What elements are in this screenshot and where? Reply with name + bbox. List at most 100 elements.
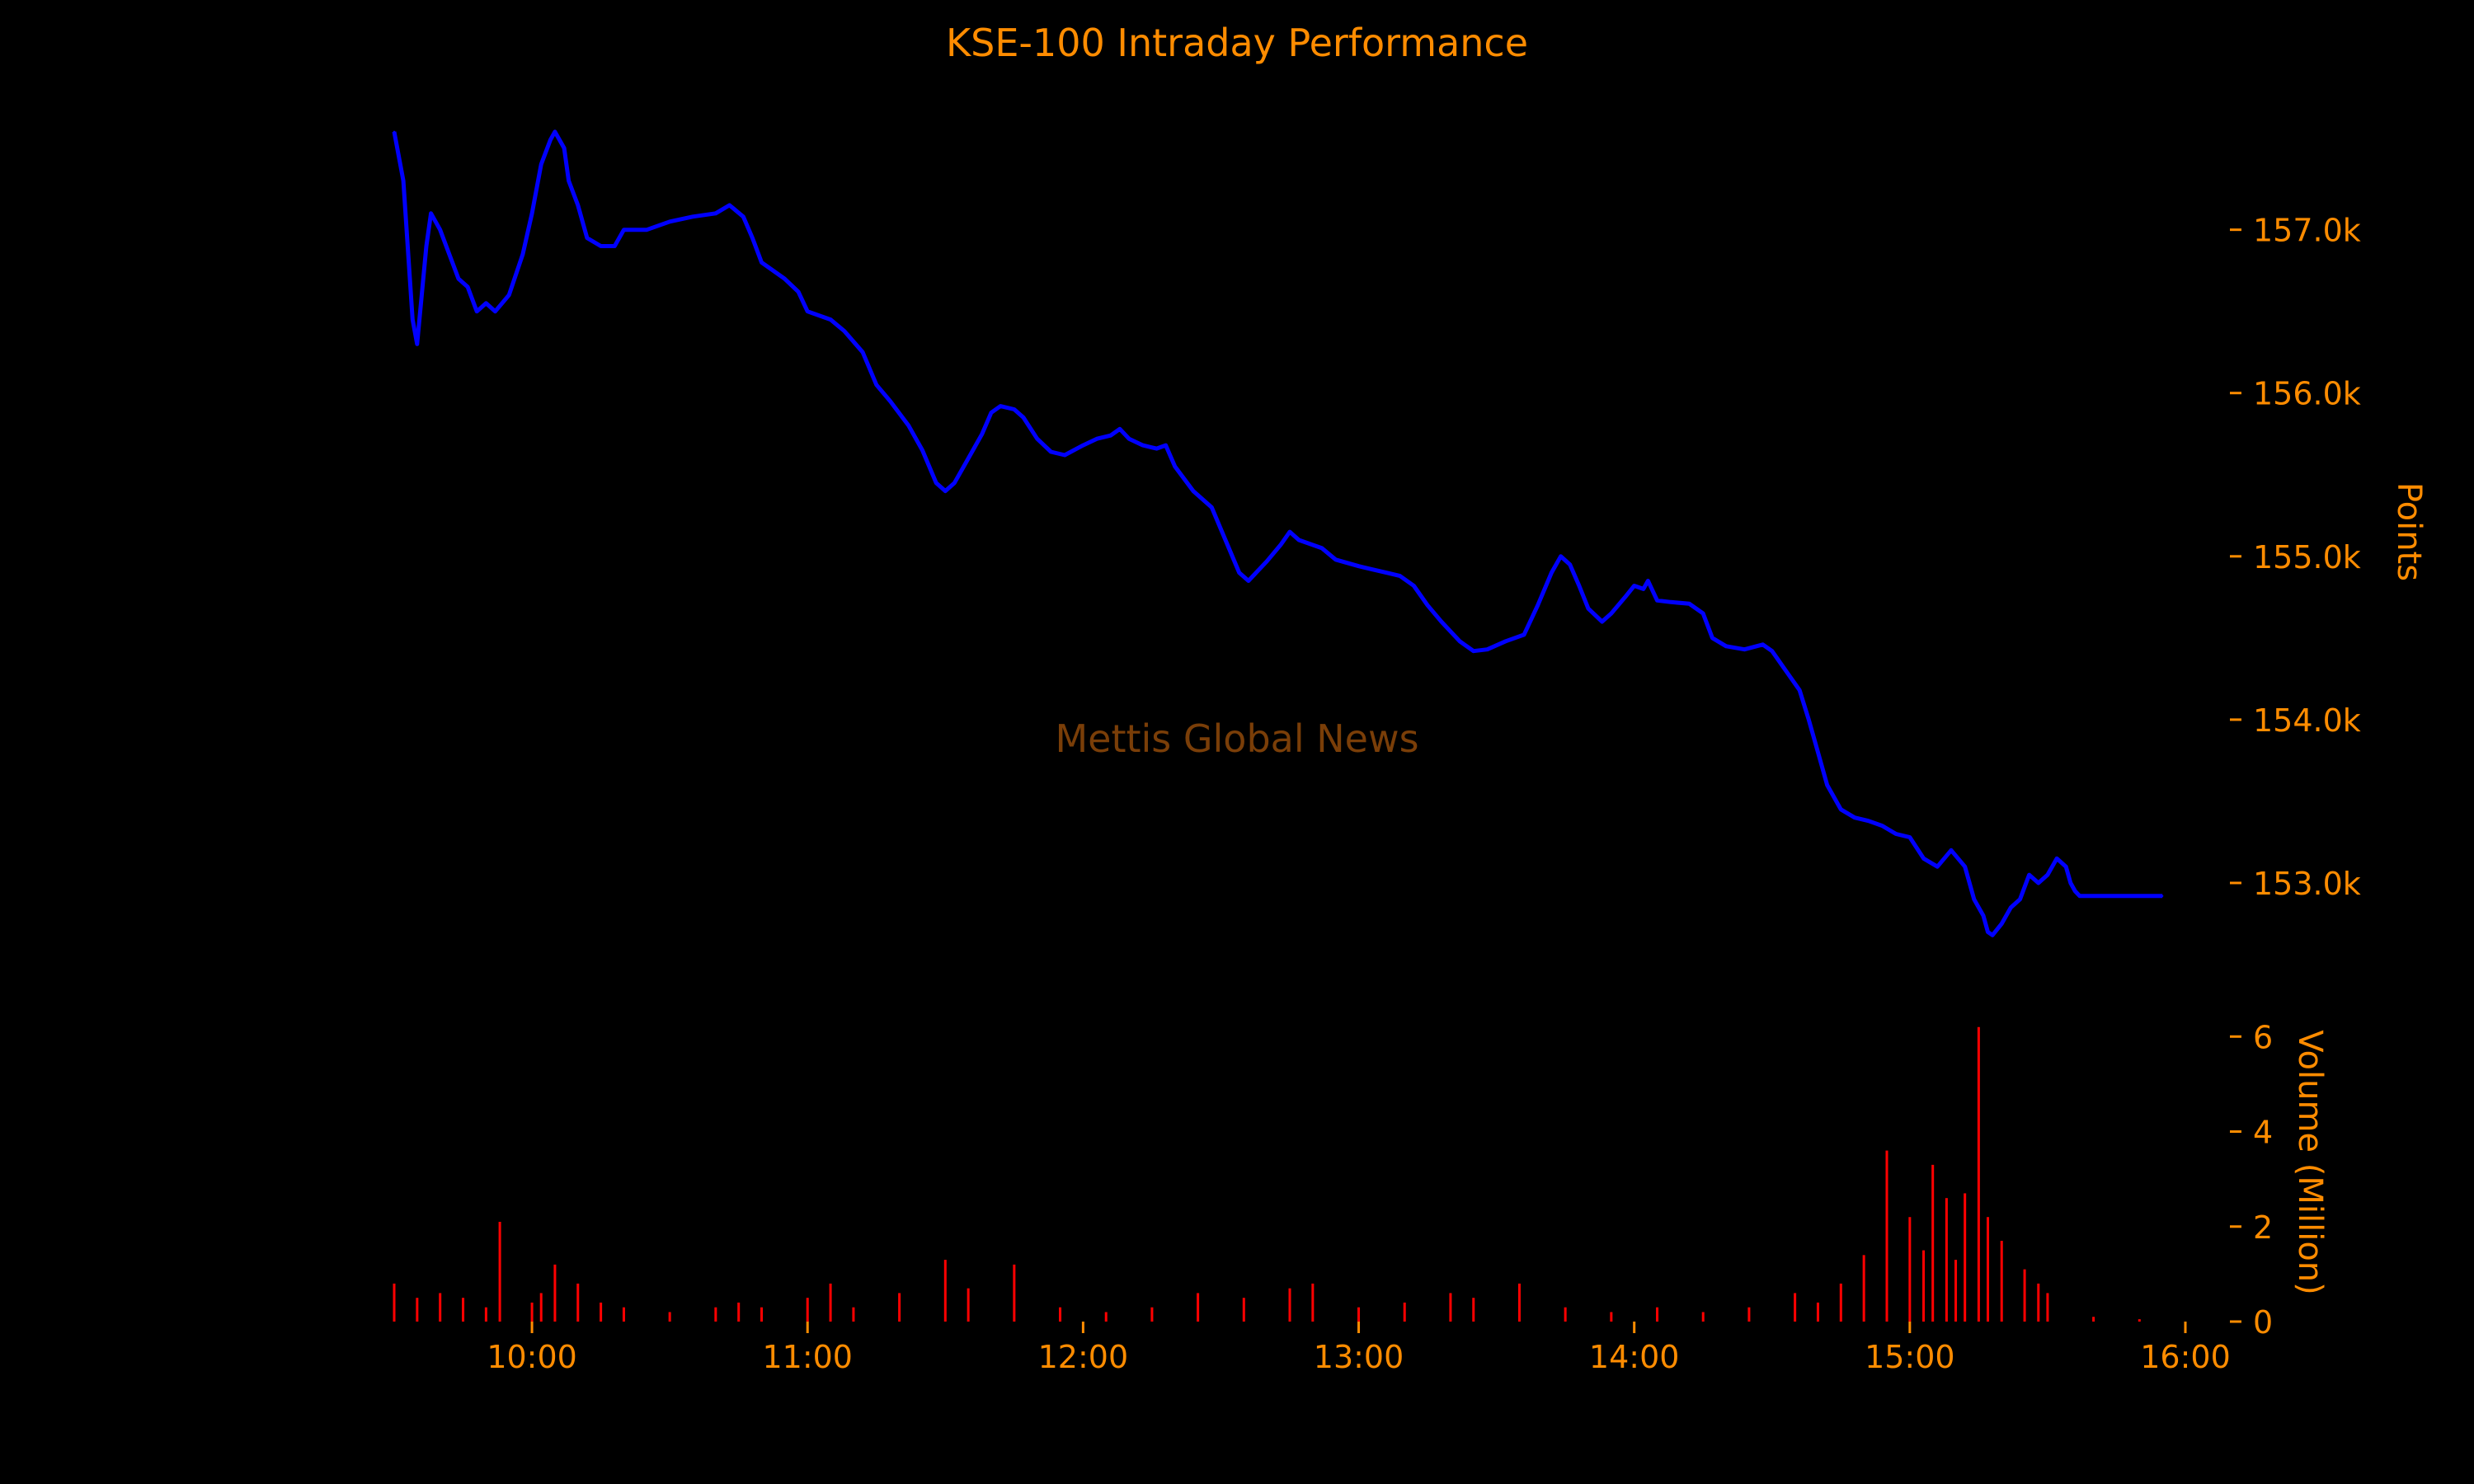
volume-bar <box>1357 1307 1361 1322</box>
price-point <box>425 245 428 247</box>
price-point <box>751 237 754 239</box>
price-point <box>2074 890 2077 893</box>
price-point <box>1095 437 1098 440</box>
price-tick-label: 156.0k <box>2253 376 2361 412</box>
price-point <box>586 237 589 239</box>
price-point <box>875 383 877 387</box>
price-point <box>1894 833 1898 835</box>
volume-bar <box>1403 1302 1406 1322</box>
price-point <box>1192 490 1195 492</box>
x-tick-label: 16:00 <box>2140 1339 2231 1375</box>
price-point <box>797 290 800 294</box>
price-point <box>1647 580 1649 582</box>
price-point <box>1656 599 1658 602</box>
volume-bar <box>622 1307 625 1322</box>
price-point <box>1036 437 1038 440</box>
price-point <box>600 245 602 247</box>
price-point <box>1536 604 1539 607</box>
volume-bar <box>2092 1317 2095 1322</box>
price-point <box>623 228 625 231</box>
volume-bar <box>1987 1217 1990 1322</box>
price-point <box>1624 596 1626 599</box>
price-point <box>1808 718 1810 721</box>
volume-bar <box>1242 1298 1245 1322</box>
price-point <box>1867 819 1870 822</box>
volume-bar <box>1747 1307 1751 1322</box>
price-point <box>439 228 441 231</box>
price-point <box>1458 640 1461 643</box>
price-point <box>1279 543 1282 547</box>
price-point <box>530 212 534 215</box>
price-y-axis: 153.0k 154.0k 155.0k 156.0k 157.0k <box>2230 213 2361 902</box>
price-point <box>2046 873 2049 876</box>
volume-bar <box>553 1264 557 1322</box>
price-point <box>1950 849 1953 852</box>
price-point <box>1224 538 1227 542</box>
volume-bar <box>1610 1312 1613 1322</box>
volume-bar <box>1288 1288 1291 1322</box>
price-point <box>1936 865 1939 868</box>
volume-bar <box>2037 1283 2040 1322</box>
x-tick-label: 12:00 <box>1038 1339 1129 1375</box>
volume-bar <box>852 1307 855 1322</box>
price-point <box>921 448 924 452</box>
price-point <box>1785 669 1787 672</box>
price-point <box>1559 555 1562 558</box>
price-point <box>1711 636 1714 640</box>
price-point <box>430 212 432 215</box>
volume-tick-label: 2 <box>2253 1209 2273 1246</box>
volume-bar <box>416 1298 419 1322</box>
volume-bar <box>1931 1164 1935 1322</box>
volume-bar <box>1964 1193 1967 1322</box>
volume-bar <box>1517 1283 1521 1322</box>
volume-bar <box>829 1283 832 1322</box>
price-point <box>646 228 648 231</box>
price-point <box>562 147 566 149</box>
price-point <box>1688 603 1691 605</box>
x-tick-label: 13:00 <box>1314 1339 1404 1375</box>
volume-bar <box>967 1288 970 1322</box>
volume-bar <box>498 1222 501 1322</box>
price-point <box>843 330 845 332</box>
volume-bar <box>1150 1307 1154 1322</box>
price-point <box>393 130 396 134</box>
price-point <box>1987 931 1989 933</box>
price-point <box>2010 906 2012 909</box>
price-point <box>1964 865 1966 868</box>
volume-bar <box>898 1293 901 1322</box>
price-point <box>1413 585 1415 587</box>
volume-bar <box>1656 1307 1659 1322</box>
price-point <box>1840 808 1842 811</box>
price-point <box>1174 465 1176 468</box>
volume-bar <box>806 1298 809 1322</box>
price-point <box>508 294 510 297</box>
volume-bar <box>1816 1302 1819 1322</box>
price-point <box>576 204 579 207</box>
price-point <box>1550 571 1553 574</box>
price-point <box>1670 601 1672 603</box>
price-point <box>1082 444 1084 447</box>
volume-bar <box>1701 1312 1705 1322</box>
price-point <box>1486 648 1489 650</box>
price-point <box>1155 447 1158 450</box>
price-point <box>1238 571 1240 574</box>
price-point <box>1826 783 1828 787</box>
price-point <box>1334 558 1337 561</box>
price-point <box>1922 857 1925 860</box>
volume-bar <box>462 1298 465 1322</box>
chart-title: KSE-100 Intraday Performance <box>946 21 1528 65</box>
price-point <box>668 220 671 223</box>
price-point <box>2028 873 2030 876</box>
volume-bar <box>576 1283 580 1322</box>
price-point <box>2065 865 2067 868</box>
price-tick-label: 155.0k <box>2253 539 2361 575</box>
price-point <box>2138 895 2141 898</box>
price-point <box>1472 650 1475 652</box>
price-point <box>2037 881 2039 885</box>
price-point <box>1642 588 1645 590</box>
price-point <box>2055 857 2058 860</box>
volume-bar <box>484 1307 487 1322</box>
x-tick-label: 15:00 <box>1865 1339 1955 1375</box>
price-point <box>567 180 570 182</box>
price-point <box>1247 580 1250 582</box>
